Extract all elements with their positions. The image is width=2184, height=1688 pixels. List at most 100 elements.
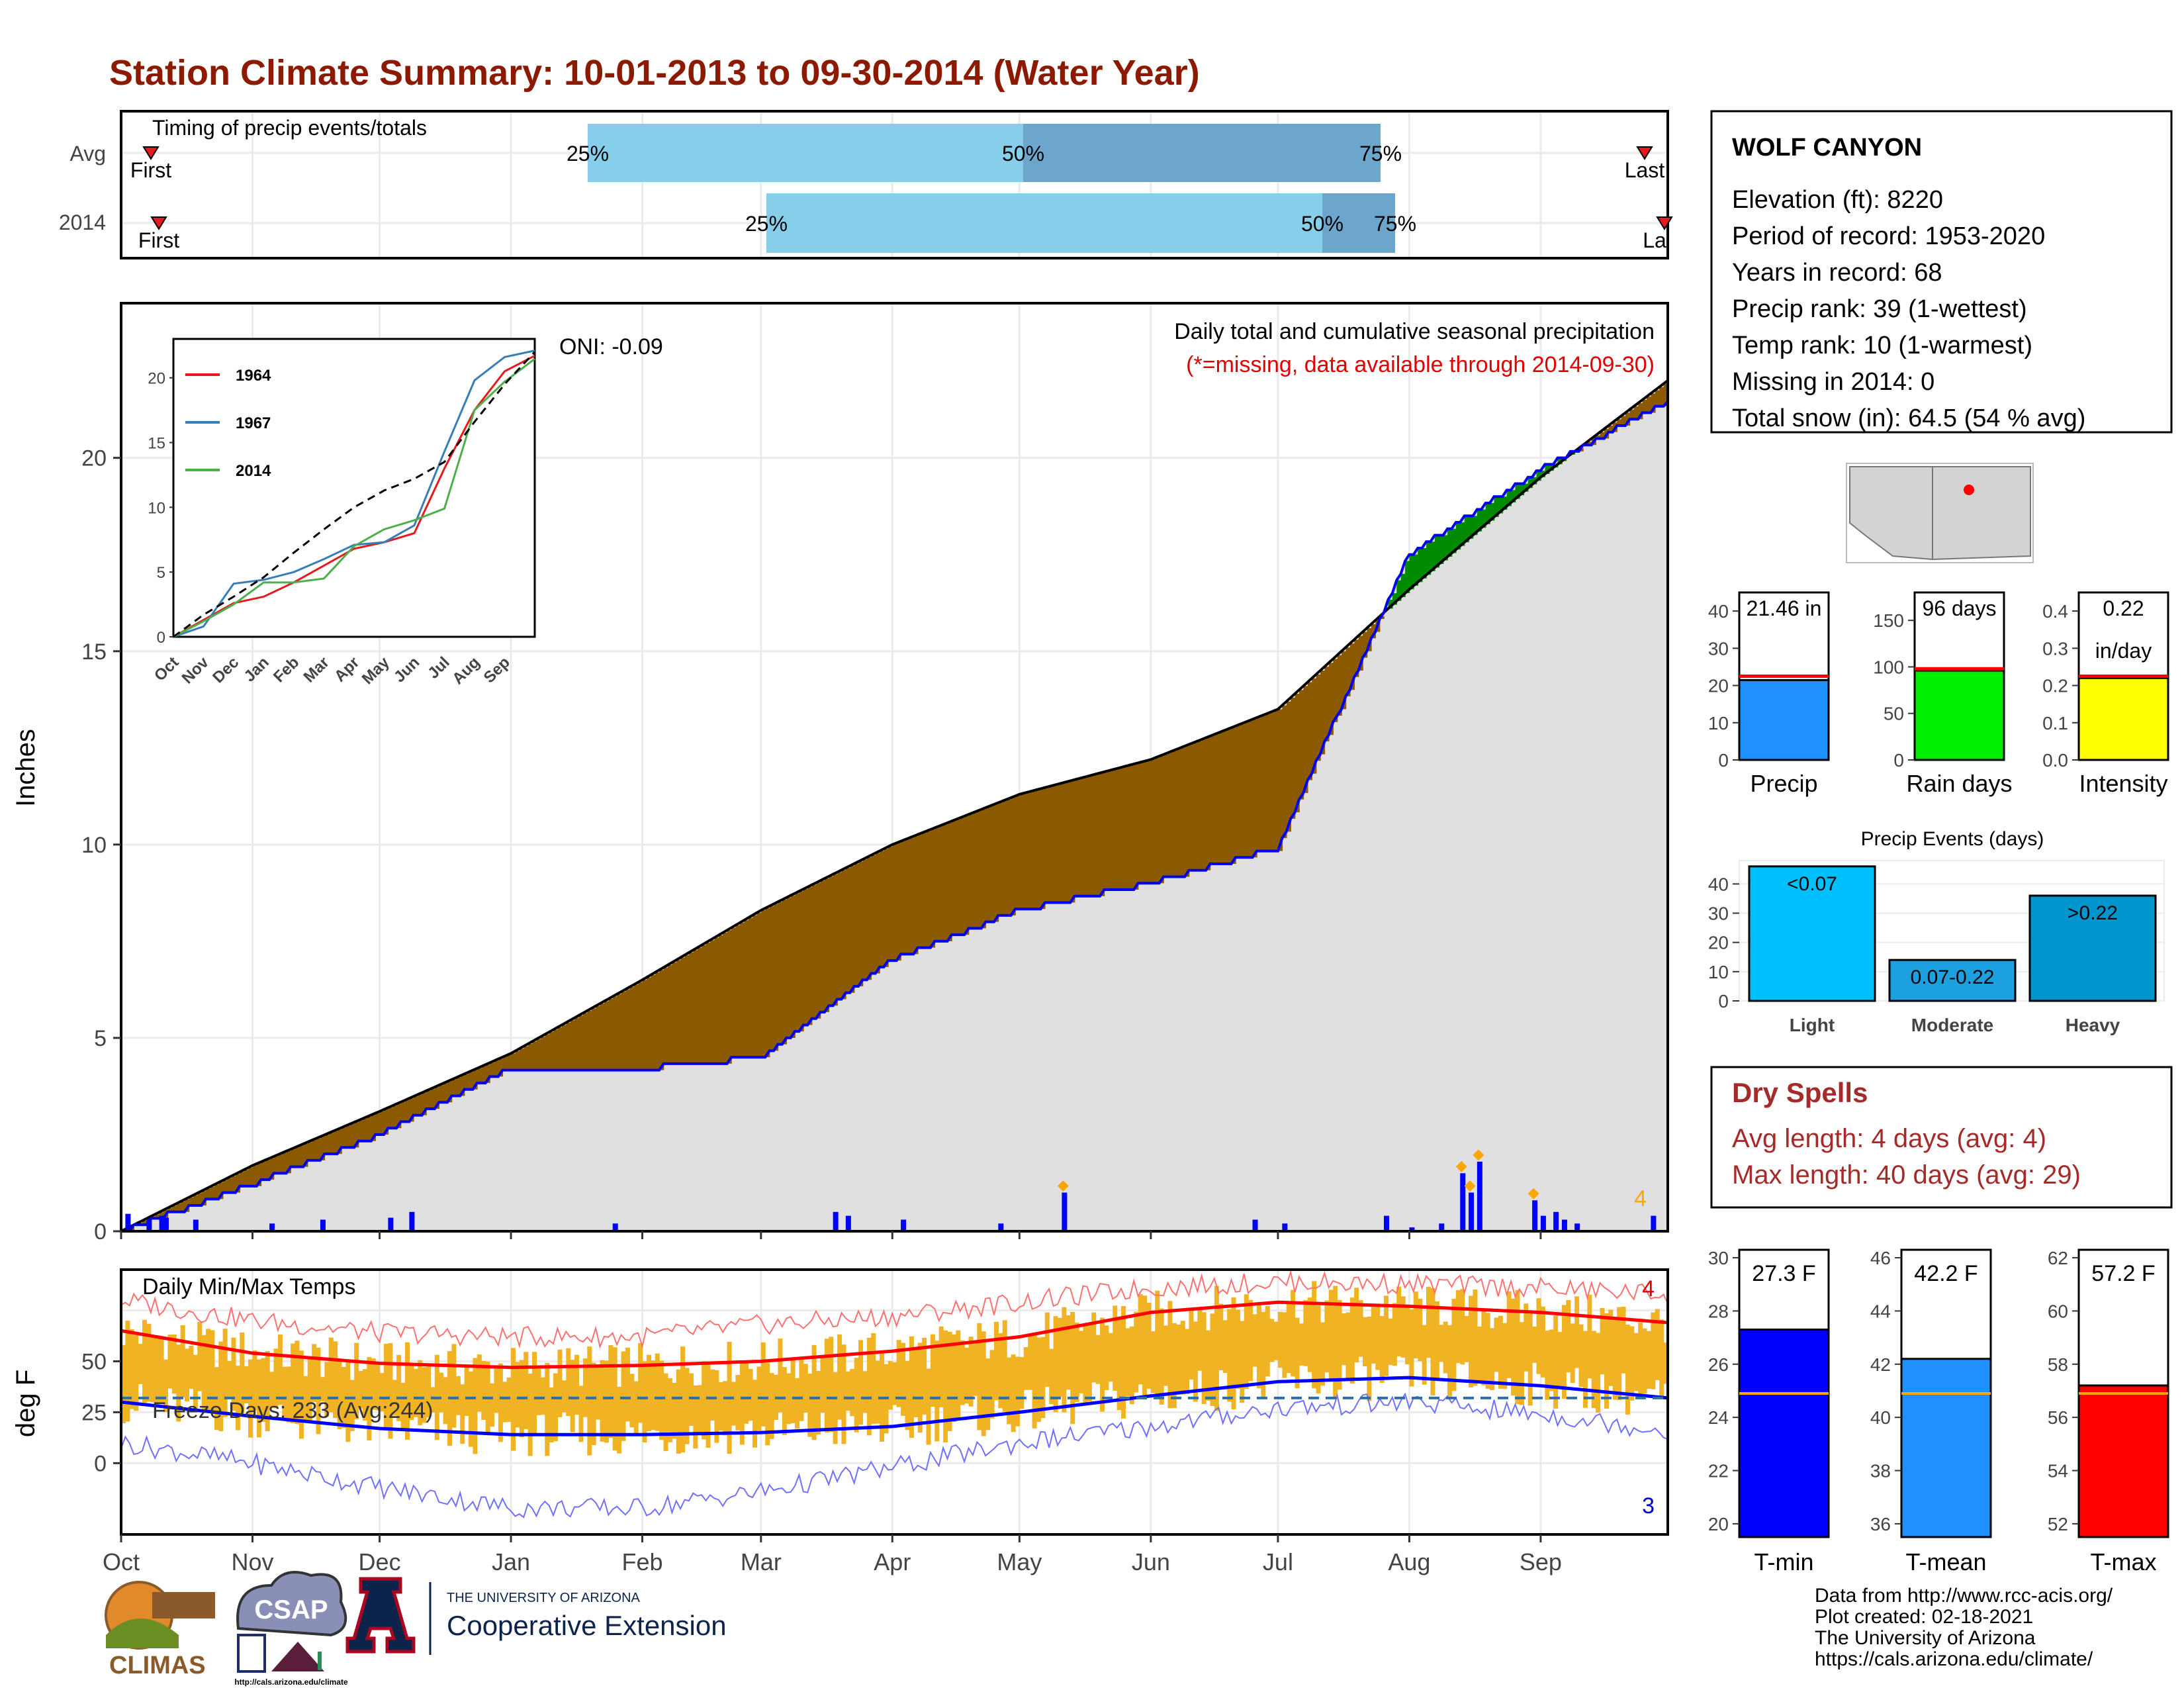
daily-temp-bar <box>1553 1315 1559 1409</box>
csap-logo-text: CSAP <box>254 1595 328 1624</box>
y-tick-label: 0 <box>1893 750 1904 771</box>
y-tick-label: 0 <box>1718 991 1729 1011</box>
temp-bar-t-max <box>2077 1384 2169 1538</box>
y2014-p25-label: 25% <box>745 212 788 236</box>
daily-temp-bar <box>1341 1313 1346 1366</box>
daily-temp-bar <box>295 1340 300 1425</box>
daily-temp-bar <box>549 1387 554 1443</box>
deficit-area <box>1231 727 1236 865</box>
y-tick-label: 22 <box>1708 1461 1729 1481</box>
deficit-area <box>1206 737 1211 870</box>
deficit-area <box>460 1076 465 1096</box>
daily-temp-bar <box>235 1366 240 1430</box>
daily-precip-bar <box>1574 1223 1580 1231</box>
daily-temp-bar <box>1638 1322 1643 1397</box>
inset-x-tick: May <box>359 653 394 688</box>
daily-temp-bar <box>210 1330 215 1412</box>
deficit-area <box>676 960 681 1064</box>
daily-temp-bar <box>566 1348 571 1417</box>
daily-precip-bar <box>612 1223 618 1231</box>
deficit-area <box>688 952 694 1064</box>
deficit-area <box>235 1174 241 1193</box>
daily-temp-bar <box>790 1358 796 1423</box>
daily-temp-bar <box>723 1381 728 1436</box>
events-bar-label: Moderate <box>1911 1015 1993 1035</box>
daily-temp-bar <box>1070 1312 1075 1425</box>
daily-precip-bar <box>1384 1215 1390 1231</box>
deficit-area <box>1155 757 1160 884</box>
deficit-area <box>1371 624 1377 639</box>
deficit-area <box>790 895 796 1038</box>
deficit-area <box>515 1051 520 1070</box>
inset-x-tick: Jan <box>241 653 273 685</box>
daily-temp-bar <box>1252 1314 1257 1367</box>
month-label: Oct <box>103 1548 140 1575</box>
deficit-area <box>498 1058 504 1077</box>
deficit-area <box>926 831 931 948</box>
station-info-line: Years in record: 68 <box>1732 259 1942 287</box>
daily-temp-bar <box>282 1366 287 1421</box>
inset-x-tick: Apr <box>331 653 363 685</box>
daily-temp-bar <box>1566 1299 1571 1373</box>
deficit-area <box>557 1027 563 1070</box>
deficit-area <box>943 824 948 941</box>
daily-precip-bar <box>901 1219 907 1231</box>
daily-temp-bar <box>180 1325 185 1397</box>
daily-temp-bar <box>744 1362 749 1424</box>
daily-temp-bar <box>193 1354 198 1412</box>
temp-bar-t-mean <box>1900 1358 1992 1538</box>
deficit-area <box>659 970 664 1070</box>
deficit-area <box>748 917 753 1058</box>
daily-temp-bar <box>574 1354 580 1415</box>
daily-temp-bar <box>739 1360 745 1445</box>
daily-temp-bar <box>1180 1321 1185 1395</box>
average-max-line <box>120 1300 1668 1370</box>
daily-temp-bar <box>1536 1298 1541 1374</box>
surplus-area <box>1451 528 1457 553</box>
daily-temp-bar <box>1295 1317 1300 1389</box>
daily-temp-bar <box>1498 1315 1503 1389</box>
daily-temp-bar <box>426 1366 431 1418</box>
deficit-area <box>439 1085 444 1103</box>
daily-temp-bar <box>163 1359 169 1413</box>
inset-series-2014 <box>173 357 535 638</box>
page-title: Station Climate Summary: 10-01-2013 to 0… <box>109 53 1200 93</box>
daily-precip-bar <box>845 1215 851 1231</box>
deficit-area <box>744 920 749 1058</box>
daily-temp-bar <box>307 1357 312 1423</box>
deficit-area <box>1286 701 1291 832</box>
daily-temp-bar <box>1540 1306 1545 1378</box>
credit-line: https://cals.arizona.edu/climate/ <box>1815 1648 2093 1670</box>
daily-temp-bar <box>578 1385 584 1442</box>
deficit-area <box>155 1214 160 1219</box>
daily-temp-bar <box>748 1368 753 1421</box>
daily-temp-bar <box>1150 1331 1156 1393</box>
deficit-area <box>702 945 707 1064</box>
daily-temp-bar <box>1129 1326 1134 1405</box>
y2014-first-marker <box>150 216 167 230</box>
daily-temp-bar <box>536 1368 541 1415</box>
daily-temp-bar <box>1108 1333 1113 1382</box>
deficit-area <box>167 1207 173 1212</box>
daily-temp-bar <box>977 1323 982 1430</box>
deficit-area <box>244 1170 249 1186</box>
daily-temp-bar <box>1434 1301 1439 1380</box>
summary-bar-value: 96 days <box>1922 596 1996 620</box>
y2014-first-label: First <box>138 228 179 252</box>
daily-temp-bar <box>1464 1315 1469 1362</box>
daily-temp-bar <box>901 1342 906 1416</box>
deficit-area <box>913 836 919 955</box>
climas-logo-text: CLIMAS <box>109 1652 206 1679</box>
cumulative-2014-area <box>121 401 1668 1231</box>
deficit-area <box>252 1165 257 1186</box>
temp-bar-label: T-min <box>1754 1548 1814 1575</box>
deficit-area <box>829 876 834 1006</box>
daily-temp-bar <box>1494 1317 1499 1372</box>
surplus-area <box>1485 502 1490 524</box>
daily-temp-bar <box>455 1376 461 1415</box>
deficit-area <box>400 1102 406 1122</box>
daily-temp-bar <box>676 1369 681 1454</box>
surplus-area <box>1400 573 1406 597</box>
average-min-line <box>120 1376 1668 1436</box>
deficit-area <box>375 1113 381 1135</box>
